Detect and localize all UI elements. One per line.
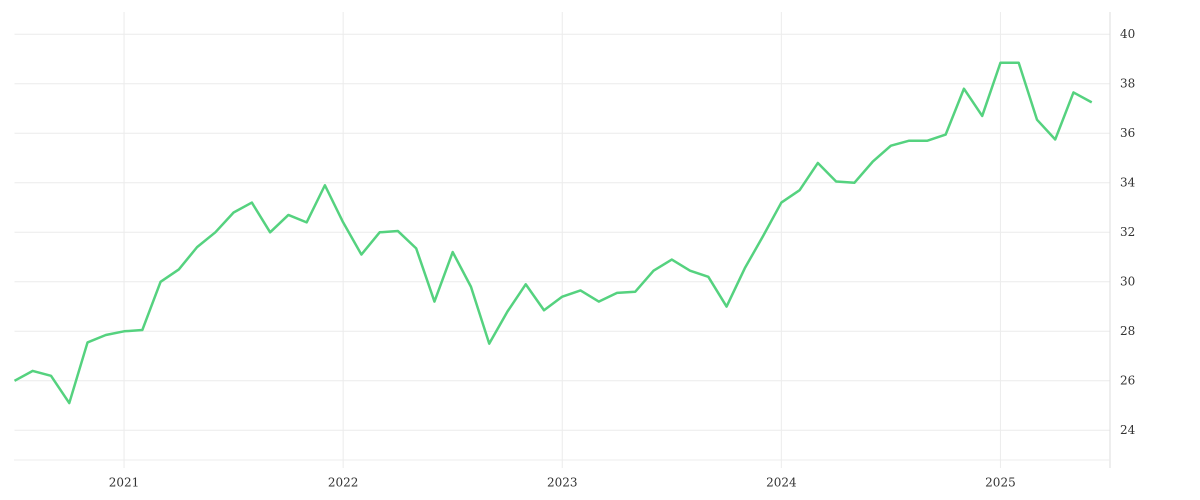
y-tick-label: 38 xyxy=(1120,76,1135,90)
grid xyxy=(14,12,1110,468)
x-tick-label: 2021 xyxy=(109,476,140,490)
x-tick-label: 2022 xyxy=(328,476,359,490)
x-tick-label: 2025 xyxy=(985,476,1016,490)
y-tick-label: 28 xyxy=(1120,324,1135,338)
y-tick-label: 36 xyxy=(1120,126,1135,140)
y-tick-label: 34 xyxy=(1120,175,1136,189)
y-tick-label: 40 xyxy=(1120,27,1135,41)
x-tick-label: 2023 xyxy=(547,476,578,490)
y-tick-label: 32 xyxy=(1120,225,1135,239)
y-tick-label: 24 xyxy=(1120,423,1136,437)
y-tick-label: 30 xyxy=(1120,274,1135,288)
plot xyxy=(13,61,1093,405)
line xyxy=(13,61,1093,405)
y-tick-label: 26 xyxy=(1120,373,1135,387)
x-tick-label: 2024 xyxy=(766,476,797,490)
